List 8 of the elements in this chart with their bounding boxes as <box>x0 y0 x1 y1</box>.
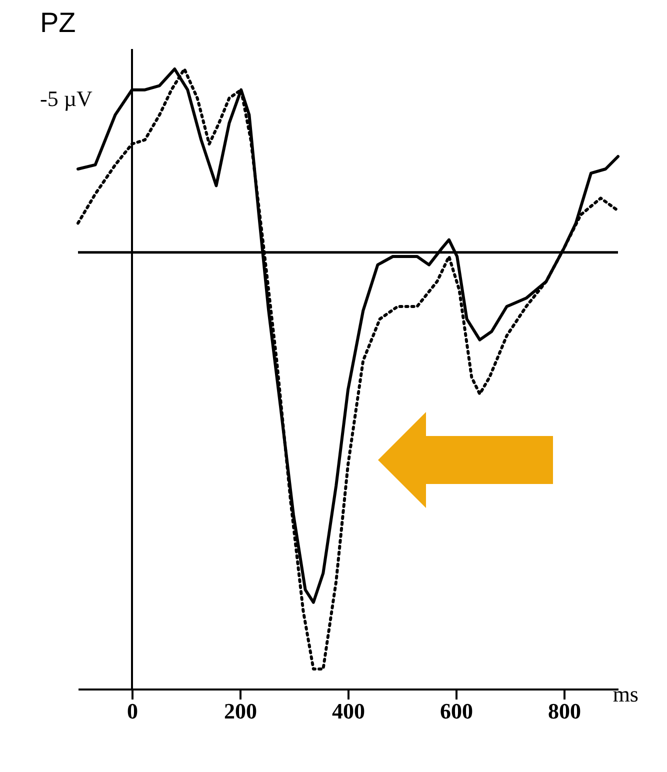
x-tick-label: 800 <box>548 698 581 724</box>
x-tick-label: 0 <box>127 698 138 724</box>
x-axis-title: ms <box>612 682 638 706</box>
x-tick-label: 600 <box>440 698 473 724</box>
x-tick-label: 200 <box>224 698 257 724</box>
chart-title: PZ <box>40 7 76 38</box>
annotation: -5 µV <box>40 86 92 111</box>
x-tick-label: 400 <box>332 698 365 724</box>
